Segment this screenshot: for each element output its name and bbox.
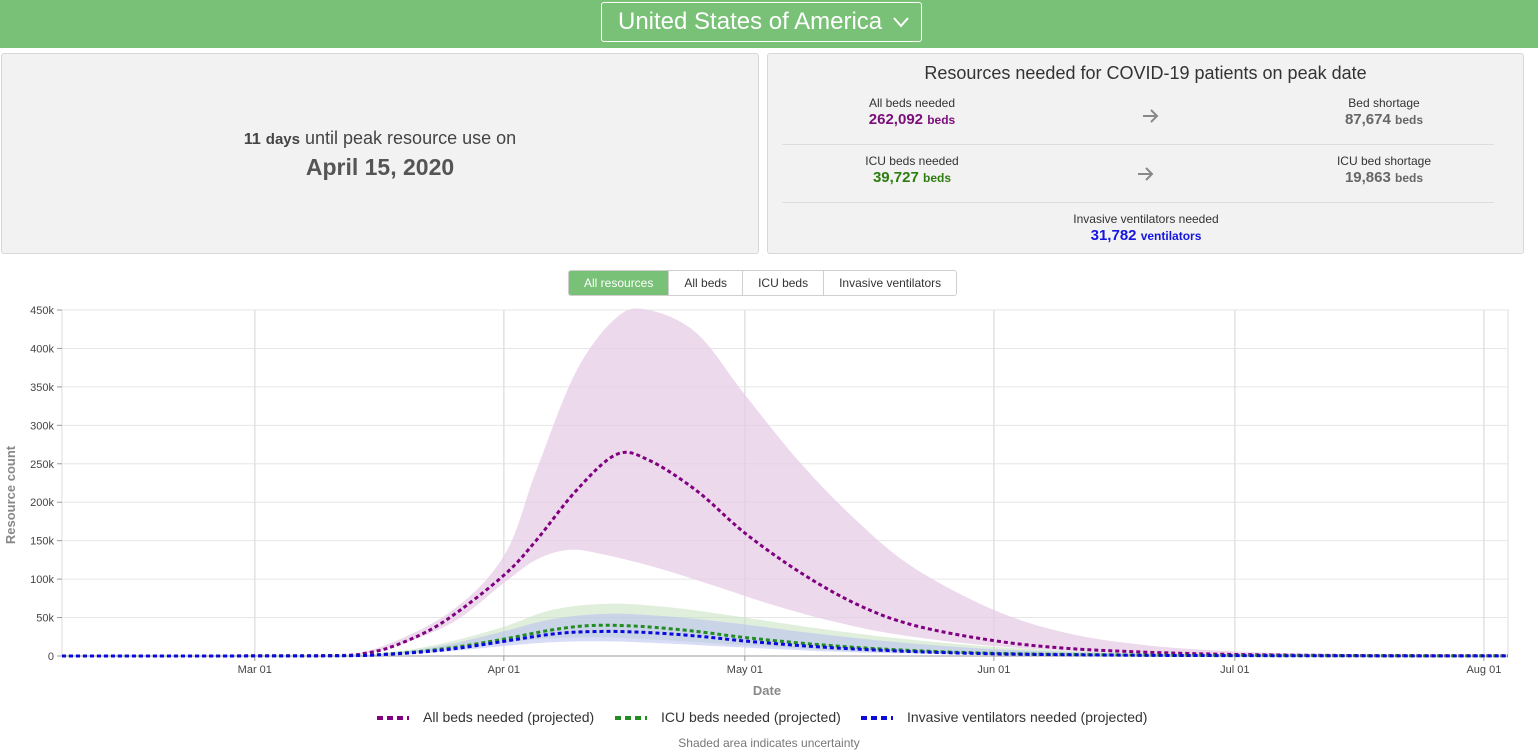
icu-beds-value: 39,727	[873, 169, 919, 186]
icu-shortage-value-line: 19,863 beds	[1324, 168, 1444, 188]
x-tick-label: Jun 01	[977, 664, 1010, 676]
icu-shortage-value: 19,863	[1345, 169, 1391, 186]
y-tick-label: 300k	[30, 420, 54, 432]
ventilators-unit: ventilators	[1141, 229, 1202, 243]
bed-shortage-label: Bed shortage	[1324, 96, 1444, 110]
y-tick-label: 200k	[30, 497, 54, 509]
legend-label: ICU beds needed (projected)	[661, 709, 841, 725]
resource-chart: 0 50k 100k 150k 200k 250k 300k 350k 400k 450k Mar …	[0, 300, 1538, 700]
legend-swatch	[861, 716, 893, 720]
divider	[782, 202, 1494, 203]
tab-invasive-ventilators[interactable]: Invasive ventilators	[823, 271, 956, 295]
days-unit: days	[266, 131, 300, 148]
tab-all-resources[interactable]: All resources	[569, 271, 668, 295]
y-tick-label: 450k	[30, 305, 54, 317]
divider	[782, 144, 1494, 145]
icu-shortage-label: ICU bed shortage	[1324, 154, 1444, 168]
resource-tabs: All resources All beds ICU beds Invasive…	[568, 270, 957, 296]
ventilators-needed: Invasive ventilators needed 31,782 venti…	[1046, 212, 1246, 246]
x-tick-label: Mar 01	[238, 664, 272, 676]
y-tick-label: 150k	[30, 536, 54, 548]
legend-swatch	[615, 716, 647, 720]
all-beds-value-line: 262,092 beds	[852, 110, 972, 130]
y-tick-label: 400k	[30, 343, 54, 355]
ventilators-value: 31,782	[1091, 227, 1137, 244]
icu-beds-label: ICU beds needed	[852, 154, 972, 168]
uncertainty-band	[62, 309, 1508, 656]
ventilators-label: Invasive ventilators needed	[1046, 212, 1246, 226]
all-beds-unit: beds	[927, 113, 955, 127]
icu-shortage-unit: beds	[1395, 171, 1423, 185]
bed-shortage: Bed shortage 87,674 beds	[1324, 96, 1444, 130]
peak-date: April 15, 2020	[2, 154, 758, 181]
days-until-peak: 11	[244, 131, 261, 148]
x-tick-label: May 01	[727, 664, 763, 676]
icu-beds-value-line: 39,727 beds	[852, 168, 972, 188]
peak-panel: 11 days until peak resource use on April…	[1, 53, 759, 254]
y-tick-label: 0	[48, 651, 54, 663]
x-tick-label: Aug 01	[1466, 664, 1501, 676]
chart-legend: All beds needed (projected) ICU beds nee…	[0, 708, 1538, 728]
y-tick-label: 250k	[30, 459, 54, 471]
arrow-right-icon	[1136, 164, 1156, 184]
bed-shortage-value-line: 87,674 beds	[1324, 110, 1444, 130]
x-tick-label: Apr 01	[488, 664, 520, 676]
uncertainty-note: Shaded area indicates uncertainty	[0, 736, 1538, 750]
x-tick-label: Jul 01	[1220, 664, 1249, 676]
bed-shortage-value: 87,674	[1345, 111, 1391, 128]
resources-panel: Resources needed for COVID-19 patients o…	[767, 53, 1524, 254]
all-beds-label: All beds needed	[852, 96, 972, 110]
all-beds-value: 262,092	[869, 111, 923, 128]
legend-item-icu-beds[interactable]: ICU beds needed (projected)	[615, 708, 841, 726]
bed-shortage-unit: beds	[1395, 113, 1423, 127]
y-tick-label: 100k	[30, 574, 54, 586]
legend-item-all-beds[interactable]: All beds needed (projected)	[377, 708, 594, 726]
y-axis-label: Resource count	[3, 445, 18, 544]
peak-countdown: 11 days until peak resource use on	[2, 128, 758, 149]
country-select[interactable]: United States of America	[601, 2, 922, 42]
country-select-value: United States of America	[618, 8, 882, 35]
icu-beds-unit: beds	[923, 171, 951, 185]
legend-swatch	[377, 716, 409, 720]
chevron-down-icon	[891, 12, 911, 32]
tab-icu-beds[interactable]: ICU beds	[742, 271, 823, 295]
uncertainty-band	[62, 614, 1508, 656]
y-tick-label: 50k	[36, 613, 54, 625]
resources-title: Resources needed for COVID-19 patients o…	[768, 63, 1523, 84]
y-tick-label: 350k	[30, 382, 54, 394]
x-axis-label: Date	[753, 683, 781, 698]
legend-label: Invasive ventilators needed (projected)	[907, 709, 1147, 725]
icu-bed-shortage: ICU bed shortage 19,863 beds	[1324, 154, 1444, 188]
top-bar: United States of America	[0, 0, 1538, 48]
tab-all-beds[interactable]: All beds	[668, 271, 742, 295]
legend-item-ventilators[interactable]: Invasive ventilators needed (projected)	[861, 708, 1147, 726]
ventilators-value-line: 31,782 ventilators	[1046, 226, 1246, 246]
peak-text: until peak resource use on	[305, 128, 516, 148]
arrow-right-icon	[1141, 106, 1161, 126]
icu-beds-needed: ICU beds needed 39,727 beds	[852, 154, 972, 188]
legend-label: All beds needed (projected)	[423, 709, 594, 725]
all-beds-needed: All beds needed 262,092 beds	[852, 96, 972, 130]
